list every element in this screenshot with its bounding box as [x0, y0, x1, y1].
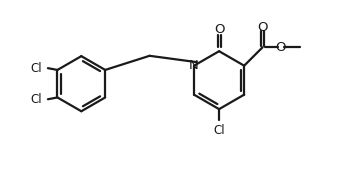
Text: Cl: Cl — [31, 62, 42, 75]
Text: O: O — [276, 41, 286, 54]
Text: O: O — [257, 21, 268, 34]
Text: Cl: Cl — [31, 93, 42, 106]
Text: O: O — [214, 23, 224, 36]
Text: N: N — [189, 59, 199, 72]
Text: Cl: Cl — [213, 124, 225, 137]
